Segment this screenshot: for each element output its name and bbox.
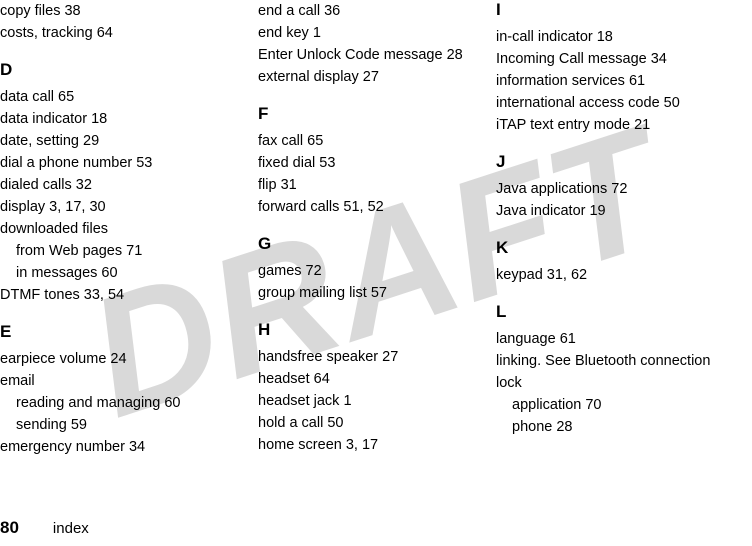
index-subentry: from Web pages 71 <box>0 240 258 262</box>
index-letter: H <box>258 320 496 340</box>
index-entry: in-call indicator 18 <box>496 26 752 48</box>
page-footer: 80 index <box>0 518 89 538</box>
index-entry: information services 61 <box>496 70 752 92</box>
index-entry: earpiece volume 24 <box>0 348 258 370</box>
index-entry: language 61 <box>496 328 752 350</box>
index-column-3: Iin-call indicator 18Incoming Call messa… <box>496 0 752 458</box>
index-subentry: sending 59 <box>0 414 258 436</box>
index-entry: headset jack 1 <box>258 390 496 412</box>
index-entry: Incoming Call message 34 <box>496 48 752 70</box>
index-entry: international access code 50 <box>496 92 752 114</box>
index-letter: D <box>0 60 258 80</box>
index-entry: group mailing list 57 <box>258 282 496 304</box>
index-entry: handsfree speaker 27 <box>258 346 496 368</box>
index-entry: date, setting 29 <box>0 130 258 152</box>
index-entry: home screen 3, 17 <box>258 434 496 456</box>
index-entry: flip 31 <box>258 174 496 196</box>
index-entry: fixed dial 53 <box>258 152 496 174</box>
index-subentry: application 70 <box>496 394 752 416</box>
index-entry: games 72 <box>258 260 496 282</box>
index-entry: downloaded files <box>0 218 258 240</box>
index-letter: J <box>496 152 752 172</box>
index-entry: Enter Unlock Code message 28 <box>258 44 496 66</box>
index-entry: email <box>0 370 258 392</box>
index-letter: F <box>258 104 496 124</box>
index-entry: hold a call 50 <box>258 412 496 434</box>
footer-label: index <box>53 520 89 537</box>
index-entry: dialed calls 32 <box>0 174 258 196</box>
index-entry: fax call 65 <box>258 130 496 152</box>
index-entry: emergency number 34 <box>0 436 258 458</box>
index-entry: lock <box>496 372 752 394</box>
index-entry: Java applications 72 <box>496 178 752 200</box>
index-entry: keypad 31, 62 <box>496 264 752 286</box>
index-entry: forward calls 51, 52 <box>258 196 496 218</box>
index-entry: headset 64 <box>258 368 496 390</box>
index-entry: iTAP text entry mode 21 <box>496 114 752 136</box>
index-column-2: end a call 36end key 1Enter Unlock Code … <box>258 0 496 458</box>
index-entry: display 3, 17, 30 <box>0 196 258 218</box>
index-letter: G <box>258 234 496 254</box>
index-entry: end key 1 <box>258 22 496 44</box>
index-letter: K <box>496 238 752 258</box>
index-subentry: phone 28 <box>496 416 752 438</box>
index-entry: DTMF tones 33, 54 <box>0 284 258 306</box>
index-letter: E <box>0 322 258 342</box>
index-entry: Java indicator 19 <box>496 200 752 222</box>
index-entry: data indicator 18 <box>0 108 258 130</box>
index-entry: data call 65 <box>0 86 258 108</box>
index-letter: L <box>496 302 752 322</box>
index-column-1: copy files 38costs, tracking 64 Ddata cal… <box>0 0 258 458</box>
index-entry: external display 27 <box>258 66 496 88</box>
index-subentry: reading and managing 60 <box>0 392 258 414</box>
index-content: copy files 38costs, tracking 64 Ddata cal… <box>0 0 752 458</box>
page-number: 80 <box>0 518 19 538</box>
index-letter: I <box>496 0 752 20</box>
index-entry: linking. See Bluetooth connection <box>496 350 752 372</box>
index-entry: end a call 36 <box>258 0 496 22</box>
index-entry: costs, tracking 64 <box>0 22 258 44</box>
index-entry: dial a phone number 53 <box>0 152 258 174</box>
index-subentry: in messages 60 <box>0 262 258 284</box>
index-entry: copy files 38 <box>0 0 258 22</box>
